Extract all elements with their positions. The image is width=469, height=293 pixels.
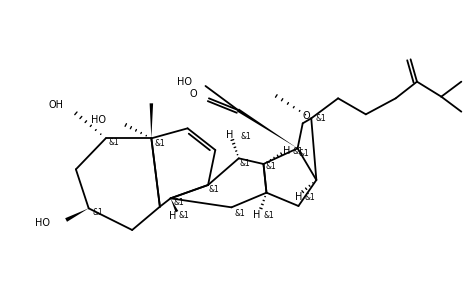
Polygon shape <box>150 103 153 138</box>
Text: &1: &1 <box>265 162 276 171</box>
Text: &1: &1 <box>240 132 251 141</box>
Text: &1: &1 <box>93 208 104 217</box>
Text: O: O <box>303 111 310 121</box>
Text: &1: &1 <box>292 147 303 156</box>
Text: HO: HO <box>177 77 192 87</box>
Text: H: H <box>295 192 302 202</box>
Polygon shape <box>65 208 89 222</box>
Text: H: H <box>169 211 176 221</box>
Text: &1: &1 <box>109 138 120 147</box>
Text: H: H <box>226 130 233 140</box>
Polygon shape <box>237 108 298 148</box>
Text: HO: HO <box>91 115 106 125</box>
Text: &1: &1 <box>234 209 245 218</box>
Text: &1: &1 <box>264 212 274 221</box>
Polygon shape <box>171 198 178 212</box>
Text: &1: &1 <box>304 193 315 202</box>
Text: &1: &1 <box>316 114 326 123</box>
Text: H: H <box>283 146 290 156</box>
Text: &1: &1 <box>298 149 309 158</box>
Text: &1: &1 <box>174 198 185 207</box>
Text: OH: OH <box>48 100 63 110</box>
Text: &1: &1 <box>178 212 189 221</box>
Text: &1: &1 <box>155 139 166 148</box>
Text: &1: &1 <box>208 185 219 194</box>
Text: HO: HO <box>35 218 50 228</box>
Text: O: O <box>189 89 197 99</box>
Text: &1: &1 <box>240 159 250 168</box>
Text: H: H <box>253 210 261 220</box>
